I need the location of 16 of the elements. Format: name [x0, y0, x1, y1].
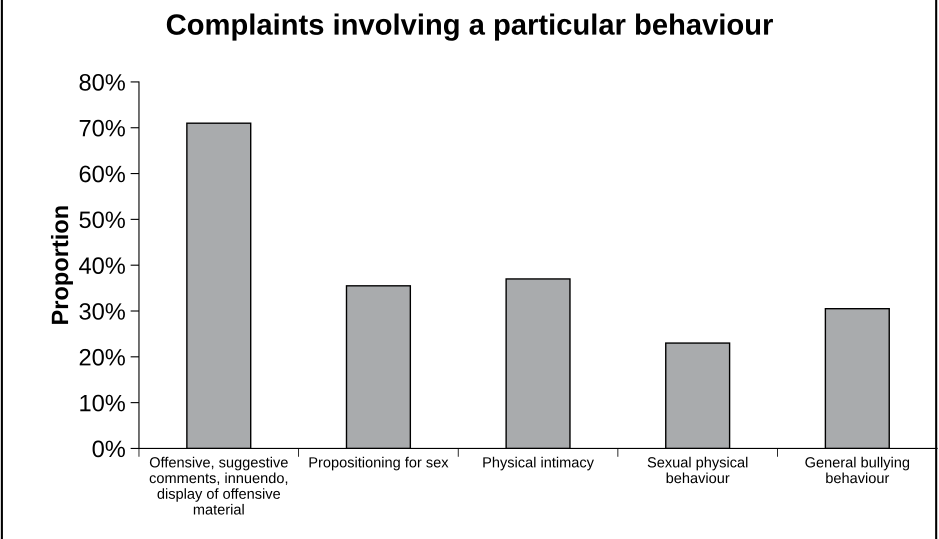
y-tick-label: 50% [79, 211, 125, 228]
y-tick-label: 10% [80, 394, 125, 412]
x-tick-label: General bullying behaviour [805, 456, 910, 484]
y-tick-label: 0% [92, 440, 125, 458]
y-tick-label: 30% [79, 303, 125, 320]
y-tick-label: 20% [80, 348, 125, 366]
y-axis-title: Proportion [50, 206, 73, 324]
y-tick-label: 60% [80, 166, 125, 182]
chart-title: Complaints involving a particular behaviour [166, 13, 773, 41]
x-tick-label: Sexual physical behaviour [648, 456, 748, 484]
y-tick-label: 40% [79, 257, 125, 274]
y-tick-label: 80% [80, 74, 125, 91]
x-tick-label: Offensive, suggestive comments, innuendo, display of offensive material [150, 456, 288, 515]
x-tick-label: Propositioning for sex [310, 456, 448, 470]
x-tick-label: Physical intimacy [483, 456, 594, 470]
y-tick-label: 70% [80, 120, 125, 137]
